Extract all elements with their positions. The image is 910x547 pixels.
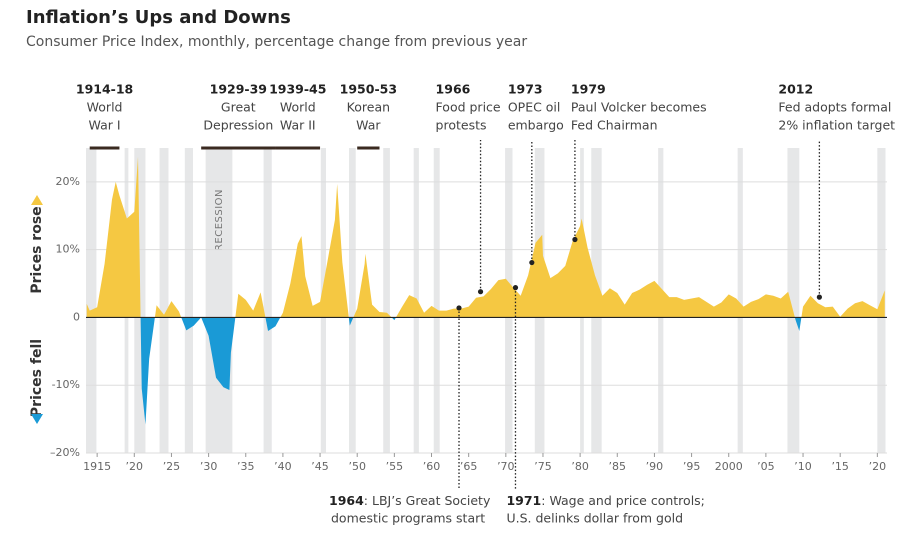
x-tick-label: ’85 xyxy=(609,460,627,473)
x-tick-label: ’05 xyxy=(757,460,775,473)
arrow-down xyxy=(31,414,43,424)
x-tick-label: ’40 xyxy=(274,460,292,473)
x-tick-label: ’45 xyxy=(311,460,329,473)
event-year: 1971 xyxy=(506,493,541,508)
recession-band xyxy=(349,148,356,453)
y-tick-label: 20% xyxy=(56,175,80,188)
recession-band xyxy=(184,148,193,453)
era-label: World xyxy=(87,100,123,115)
event-text: : Wage and price controls; xyxy=(541,493,705,508)
era-label: War xyxy=(356,118,381,133)
x-tick-label: 2000 xyxy=(715,460,743,473)
recession-band xyxy=(433,148,440,453)
era-years: 1914-18 xyxy=(76,82,133,97)
era-years: 1939-45 xyxy=(269,82,326,97)
x-tick-label: ’30 xyxy=(200,460,218,473)
event-year: 2012 xyxy=(778,82,813,97)
event-text: U.S. delinks dollar from gold xyxy=(506,511,683,526)
event-dot xyxy=(529,259,535,266)
era-label: Korean xyxy=(347,100,390,115)
y-tick-label: –20% xyxy=(50,446,80,459)
x-tick-label: ’20 xyxy=(126,460,144,473)
event-text: OPEC oil xyxy=(508,100,561,115)
x-tick-label: ’80 xyxy=(571,460,589,473)
y-label-down: Prices fell xyxy=(29,339,45,417)
recession-band xyxy=(383,148,390,453)
event-text: Food price xyxy=(436,100,501,115)
x-tick-label: ’95 xyxy=(683,460,701,473)
event-year: 1966 xyxy=(436,82,471,97)
x-tick-label: ’60 xyxy=(423,460,441,473)
recession-band xyxy=(737,148,743,453)
era-label: War I xyxy=(89,118,121,133)
recession-band xyxy=(263,148,272,453)
event-text: Fed Chairman xyxy=(571,118,658,133)
y-tick-label: 0 xyxy=(73,310,80,323)
event-text: Paul Volcker becomes xyxy=(571,100,707,115)
event-dot xyxy=(477,289,484,295)
x-tick-label: ’10 xyxy=(794,460,812,473)
x-tick-label: ’35 xyxy=(237,460,255,473)
event-year: 1964 xyxy=(329,493,364,508)
era-years: 1929-39 xyxy=(210,82,267,97)
recession-band xyxy=(205,148,233,453)
event-year: 1973 xyxy=(508,82,543,97)
x-tick-label: ’90 xyxy=(646,460,664,473)
event-text: 1971: Wage and price controls; xyxy=(506,493,704,508)
event-dot xyxy=(456,305,462,311)
x-tick-label: ’70 xyxy=(497,460,515,473)
recession-band xyxy=(787,148,800,453)
x-tick-label: ’25 xyxy=(163,460,181,473)
recession-label: RECESSION xyxy=(214,189,225,251)
event-dot xyxy=(572,236,578,243)
y-tick-label: 10% xyxy=(56,243,80,256)
x-tick-label: ’75 xyxy=(534,460,552,473)
recession-band xyxy=(86,148,97,453)
x-tick-label: ’15 xyxy=(831,460,849,473)
y-tick-label: -10% xyxy=(52,378,80,391)
event-text: 2% inflation target xyxy=(778,118,895,133)
era-label: Depression xyxy=(203,118,273,133)
event-text: : LBJ’s Great Society xyxy=(364,493,491,508)
event-text: domestic programs start xyxy=(331,511,485,526)
event-text: embargo xyxy=(508,118,564,133)
event-text: protests xyxy=(436,118,487,133)
era-label: World xyxy=(280,100,316,115)
chart-title: Inflation’s Ups and Downs xyxy=(26,7,291,28)
event-dot xyxy=(512,285,519,291)
era-label: War II xyxy=(280,118,316,133)
event-text: Fed adopts formal xyxy=(778,100,891,115)
chart-subtitle: Consumer Price Index, monthly, percentag… xyxy=(26,34,527,50)
arrow-up xyxy=(31,195,43,205)
event-dot xyxy=(816,294,822,300)
x-tick-label: 1915 xyxy=(83,460,111,473)
x-tick-label: ’50 xyxy=(348,460,366,473)
era-years: 1950-53 xyxy=(340,82,397,97)
x-tick-label: ’20 xyxy=(869,460,887,473)
era-label: Great xyxy=(221,100,256,115)
x-tick-label: ’55 xyxy=(386,460,404,473)
area-negative xyxy=(140,317,802,425)
x-tick-label: ’65 xyxy=(460,460,478,473)
recession-band xyxy=(159,148,169,453)
y-label-up: Prices rose xyxy=(29,206,45,293)
event-year: 1979 xyxy=(571,82,606,97)
event-text: 1964: LBJ’s Great Society xyxy=(329,493,491,508)
